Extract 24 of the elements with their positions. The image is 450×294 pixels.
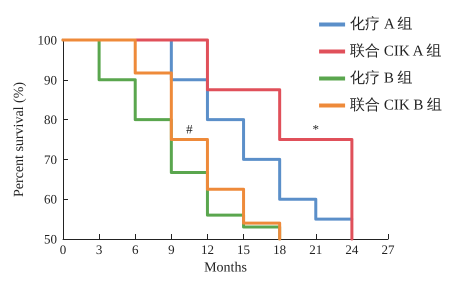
x-tick-label: 3 [96,242,102,257]
y-tick-label: 50 [44,232,57,246]
legend-label: 联合 CIK A 组 [350,42,442,60]
y-tick-label: 60 [44,192,57,207]
annotation: * [312,122,320,136]
x-tick-label: 27 [382,242,395,257]
legend-label: 化疗 B 组 [350,70,413,86]
annotation: # [186,122,194,136]
y-axis-title: Percent survival (%) [12,82,28,198]
x-tick-label: 21 [309,242,322,257]
legend-label: 联合 CIK B 组 [350,96,442,114]
x-tick-label: 15 [237,242,250,257]
x-tick-label: 18 [273,242,286,257]
y-tick-label: 90 [44,72,57,88]
legend-label: 化疗 A 组 [350,16,413,32]
x-tick-label: 6 [132,242,139,257]
x-tick-label: 12 [200,242,214,257]
x-tick-label: 9 [168,242,175,257]
x-tick-label: 0 [60,242,66,257]
y-tick-label: 70 [44,152,57,167]
y-tick-label: 80 [44,112,57,128]
x-axis-title: Months [204,260,247,276]
y-tick-label: 100 [38,32,57,48]
x-tick-label: 24 [345,242,359,257]
